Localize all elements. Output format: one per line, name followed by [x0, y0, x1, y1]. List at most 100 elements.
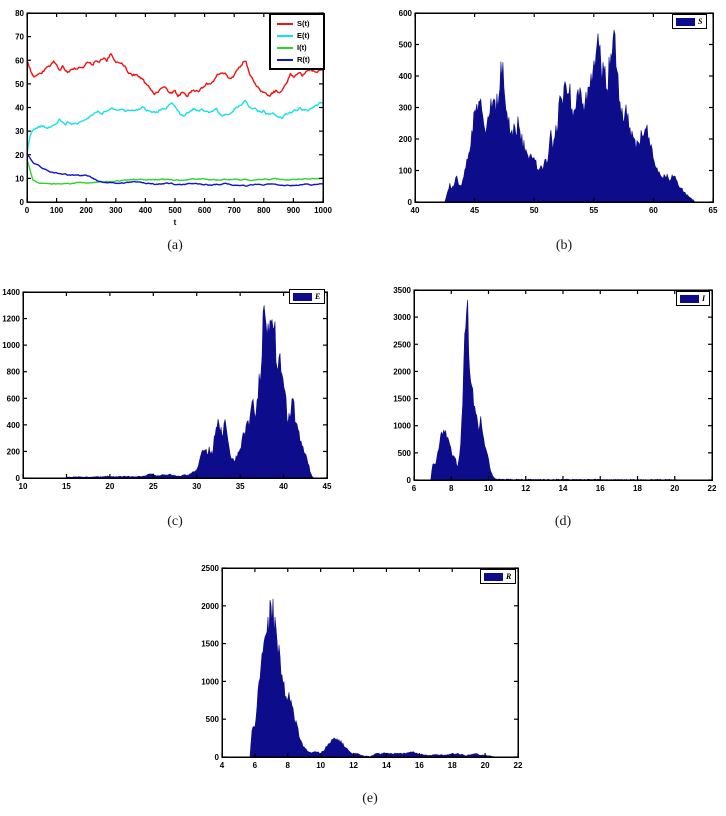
caption-a: (a)	[167, 238, 183, 253]
x-tick-label: 8	[286, 761, 291, 770]
y-tick-label: 1000	[2, 341, 20, 350]
histogram-R	[249, 598, 496, 758]
legend-label-R: R(t)	[297, 55, 310, 64]
y-tick-label: 0	[408, 198, 413, 207]
y-tick-label: 2000	[201, 602, 219, 611]
x-tick-label: 45	[323, 482, 332, 491]
y-tick-label: 500	[399, 41, 413, 50]
y-tick-label: 200	[7, 447, 21, 456]
y-tick-label: 200	[399, 135, 413, 144]
x-tick-label: 20	[481, 761, 490, 770]
y-tick-label: 1000	[201, 677, 219, 686]
caption-d: (d)	[554, 514, 572, 529]
x-tick-label: 800	[257, 206, 271, 215]
histogram-E	[66, 305, 315, 479]
y-tick-label: 60	[15, 56, 24, 65]
x-tick-label: 700	[228, 206, 242, 215]
y-tick-label: 70	[15, 33, 24, 42]
x-tick-label: 30	[192, 482, 201, 491]
x-tick-label: 20	[105, 482, 114, 491]
legend-label-S: S(t)	[297, 19, 310, 28]
y-tick-label: 2000	[393, 367, 411, 376]
chart-b: 40 45 50 55 60 65 0 100 200 300 400 500 600	[399, 9, 718, 215]
x-tick-label: 60	[649, 206, 658, 215]
y-tick-label: 500	[398, 449, 412, 458]
y-tick-label: 2500	[393, 340, 411, 349]
y-tick-label: 800	[7, 368, 21, 377]
y-tick-label: 400	[399, 72, 413, 81]
x-tick-label: 14	[382, 761, 391, 770]
plot-area	[414, 290, 712, 480]
legend-patch-swatch-I	[680, 294, 699, 303]
series-E(t)	[26, 99, 324, 155]
y-tick-label: 600	[7, 394, 21, 403]
axes-box	[221, 567, 519, 758]
caption-b: (b)	[555, 238, 573, 253]
x-tick-label: 45	[470, 206, 479, 215]
legend-entry-I: I(t)	[277, 43, 323, 52]
x-tick-label: 55	[589, 206, 598, 215]
y-tick-label: 0	[20, 198, 25, 207]
y-tick-label: 3500	[393, 286, 411, 295]
y-tick-label: 1500	[201, 640, 219, 649]
x-tick-label: 8	[449, 484, 454, 493]
x-tick-label: 20	[670, 484, 679, 493]
x-tick-label: 35	[236, 482, 245, 491]
x-tick-label: 18	[633, 484, 642, 493]
x-tick-label: 300	[109, 206, 123, 215]
legend-chart-a: S(t) E(t) I(t) R(t)	[269, 13, 325, 70]
legend-line-swatch-R	[277, 58, 293, 61]
x-axis-label: t	[174, 218, 177, 227]
x-tick-label: 12	[521, 484, 530, 493]
y-tick-label: 100	[399, 167, 413, 176]
x-tick-label: 40	[411, 206, 420, 215]
legend-label-hist-E: E	[315, 292, 321, 301]
y-tick-label: 40	[15, 104, 24, 113]
x-tick-label: 500	[168, 206, 182, 215]
x-tick-label: 6	[412, 484, 417, 493]
x-tick-label: 600	[198, 206, 212, 215]
legend-chart-d: I	[676, 291, 711, 306]
legend-chart-c: E	[289, 289, 326, 304]
y-tick-label: 0	[215, 753, 220, 762]
chart-d: 6 8 10 12 14 16 18 20 22 0 500 1000 1500 2000 2500 3000…	[393, 286, 717, 493]
x-tick-label: 14	[559, 484, 568, 493]
legend-chart-b: S	[672, 14, 708, 29]
y-tick-label: 1500	[393, 395, 411, 404]
x-tick-label: 12	[349, 761, 358, 770]
legend-entry-S: S(t)	[277, 19, 323, 28]
legend-entry-E: E(t)	[277, 31, 323, 40]
x-tick-label: 50	[530, 206, 539, 215]
x-tick-label: 6	[253, 761, 258, 770]
legend-label-E: E(t)	[297, 31, 310, 40]
caption-c: (c)	[167, 514, 183, 529]
y-tick-label: 2500	[201, 564, 219, 573]
x-tick-label: 16	[415, 761, 424, 770]
legend-line-swatch-I	[277, 46, 293, 49]
series-R(t)	[26, 154, 324, 187]
y-tick-label: 1000	[393, 422, 411, 431]
y-tick-label: 20	[15, 151, 24, 160]
x-tick-label: 200	[80, 206, 94, 215]
chart-e: 4 6 8 10 12 14 16 18 20 22 0 500 1000 1500 2000 2500	[201, 564, 523, 770]
x-tick-label: 1000	[314, 206, 332, 215]
y-tick-label: 0	[407, 476, 412, 485]
x-tick-label: 22	[708, 484, 717, 493]
x-tick-label: 18	[448, 761, 457, 770]
x-tick-label: 400	[139, 206, 153, 215]
axes-box	[22, 291, 328, 479]
y-tick-label: 300	[399, 104, 413, 113]
y-tick-label: 80	[15, 9, 24, 18]
x-tick-label: 16	[596, 484, 605, 493]
y-tick-label: 1400	[2, 288, 20, 297]
y-tick-label: 1200	[2, 315, 20, 324]
x-tick-label: 10	[484, 484, 493, 493]
x-tick-label: 40	[279, 482, 288, 491]
y-tick-label: 30	[15, 127, 24, 136]
legend-patch-swatch-E	[293, 292, 312, 301]
x-tick-label: 100	[50, 206, 64, 215]
legend-line-swatch-S	[277, 22, 293, 25]
x-tick-label: 10	[19, 482, 28, 491]
